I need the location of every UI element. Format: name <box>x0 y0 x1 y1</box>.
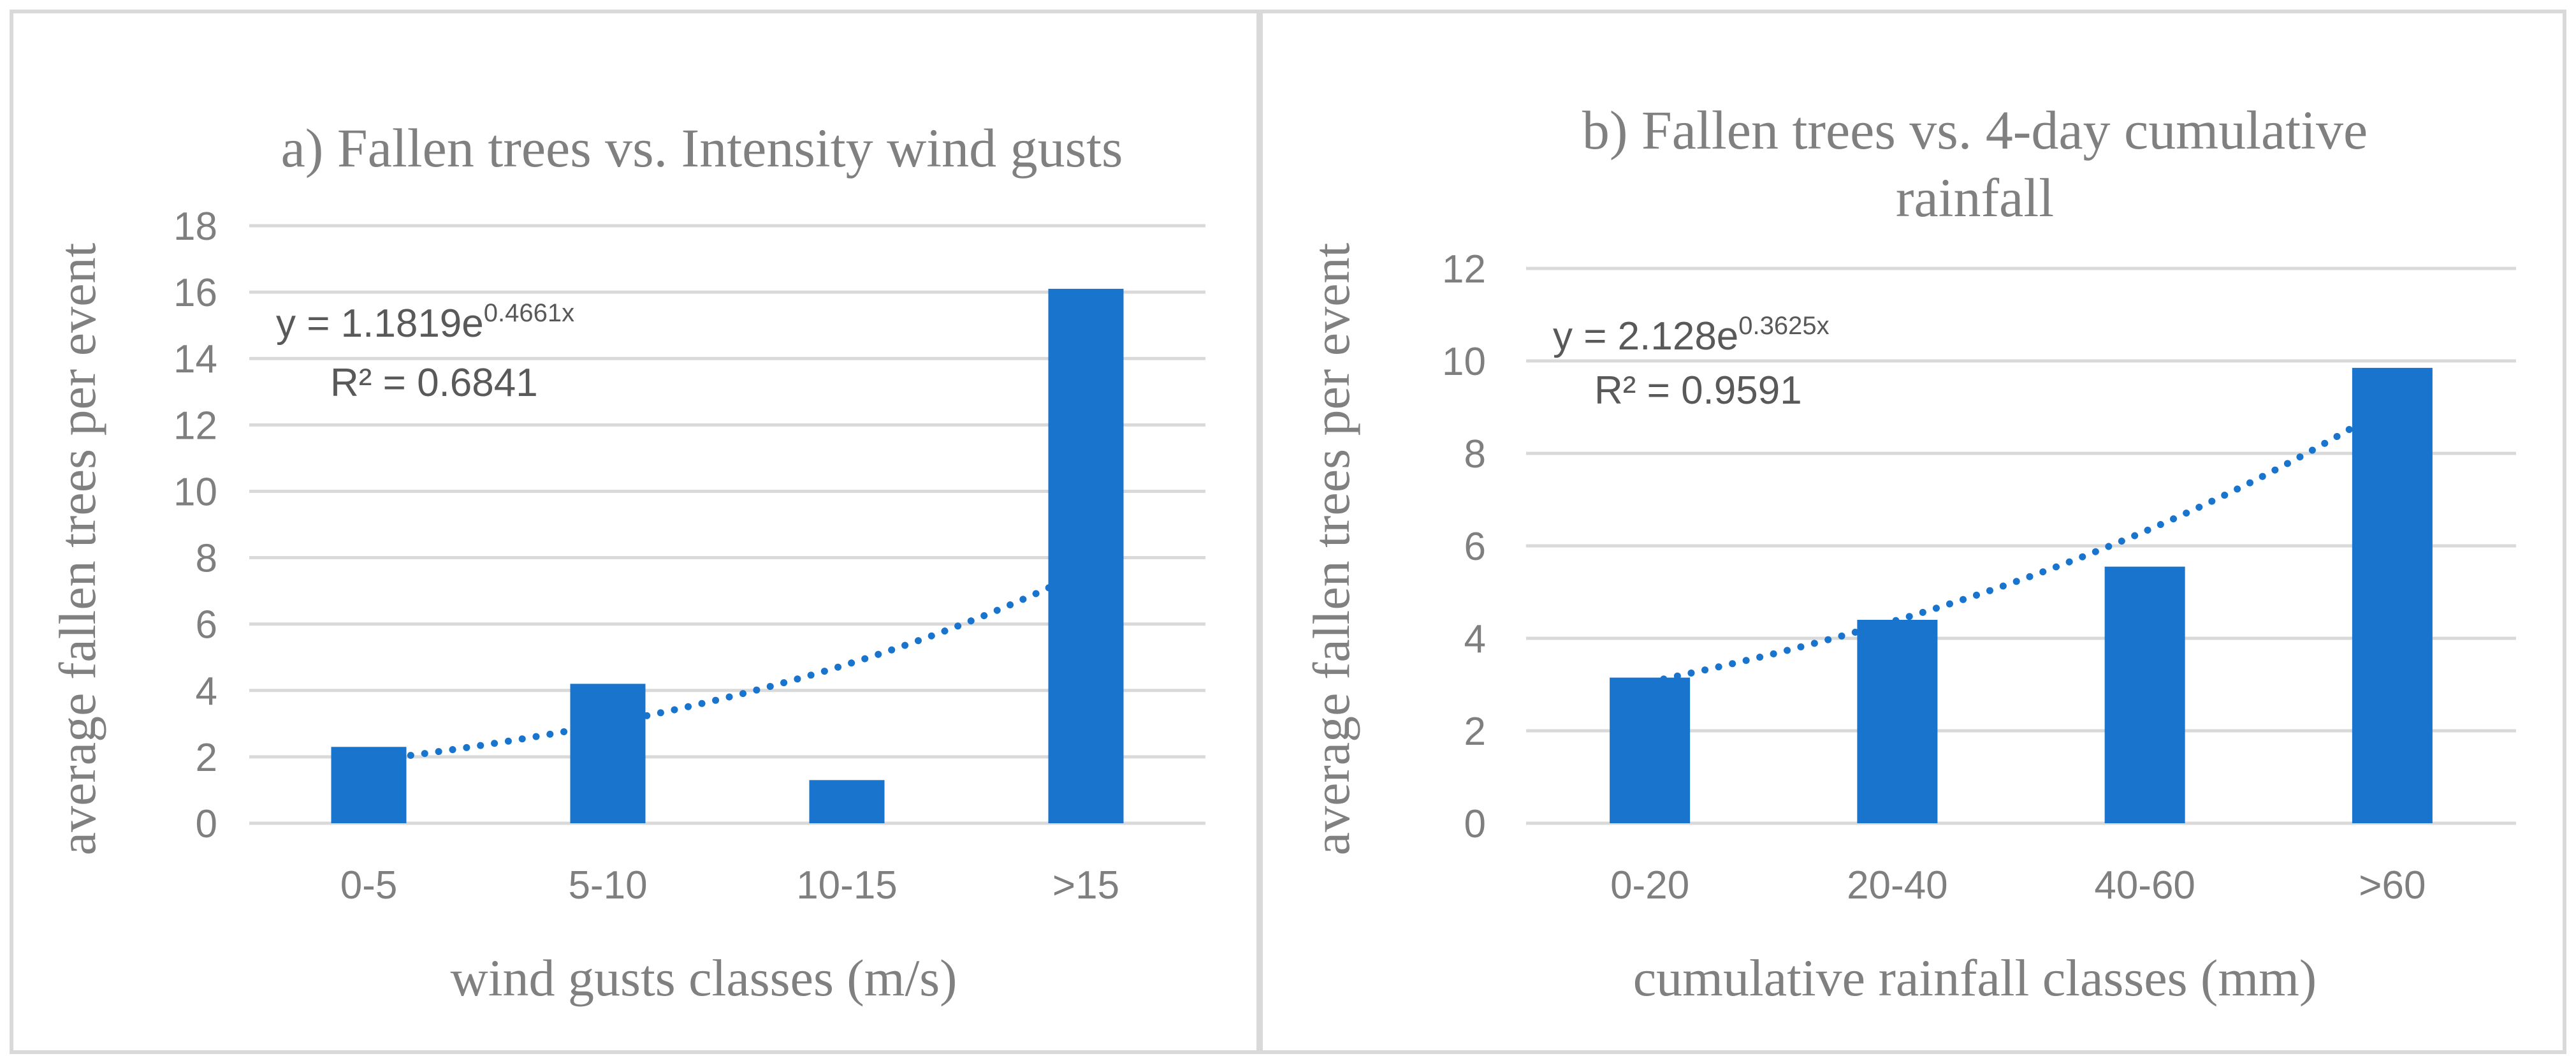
chart-b-svg: b) Fallen trees vs. 4-day cumulative rai… <box>1302 99 2516 1007</box>
y-tick-label: 12 <box>1442 247 1486 291</box>
y-tick-label: 16 <box>173 271 217 315</box>
chart-panel-a: a) Fallen trees vs. Intensity wind gusts… <box>10 10 1260 1054</box>
chart-a-x-axis-title: wind gusts classes (m/s) <box>451 949 957 1007</box>
chart-panel-b: b) Fallen trees vs. 4-day cumulative rai… <box>1259 10 2566 1054</box>
chart-b-title-line-2: rainfall <box>1896 167 2054 228</box>
chart-b-title-line-1: b) Fallen trees vs. 4-day cumulative <box>1582 99 2368 161</box>
bar-5-10 <box>570 684 646 823</box>
x-tick-label: >15 <box>1052 863 1119 907</box>
bar-0-20 <box>1610 677 1691 823</box>
y-tick-label: 6 <box>1464 525 1486 569</box>
chart-a-svg: a) Fallen trees vs. Intensity wind gusts… <box>48 117 1205 1007</box>
bar-20-40 <box>1857 620 1938 823</box>
y-tick-label: 6 <box>196 603 217 647</box>
y-tick-label: 10 <box>1442 340 1486 384</box>
y-tick-label: 0 <box>196 802 217 846</box>
bar-10-15 <box>809 780 885 823</box>
y-tick-label: 12 <box>173 404 217 448</box>
x-tick-label: 5-10 <box>568 863 647 907</box>
chart-b-trend-equation: y = 2.128e0.3625x <box>1553 312 1830 358</box>
chart-b-y-axis-title: average fallen trees per event <box>1302 242 1360 855</box>
y-tick-label: 8 <box>1464 432 1486 476</box>
y-tick-label: 2 <box>1464 710 1486 754</box>
x-tick-label: >60 <box>2359 863 2426 907</box>
bar->60 <box>2352 367 2433 823</box>
chart-a-title: a) Fallen trees vs. Intensity wind gusts <box>281 117 1123 179</box>
chart-b-x-axis-title: cumulative rainfall classes (mm) <box>1633 949 2317 1007</box>
chart-a-y-axis-title: average fallen trees per event <box>48 242 106 855</box>
y-tick-label: 0 <box>1464 802 1486 846</box>
y-tick-label: 18 <box>173 205 217 249</box>
bar-40-60 <box>2104 566 2185 823</box>
chart-a-r2: R² = 0.6841 <box>330 361 538 405</box>
x-tick-label: 0-20 <box>1610 863 1689 907</box>
chart-b-r2: R² = 0.9591 <box>1594 369 1802 413</box>
y-tick-label: 8 <box>196 537 217 581</box>
x-tick-label: 10-15 <box>796 863 898 907</box>
y-tick-label: 4 <box>1464 617 1486 661</box>
trendline <box>1646 400 2396 685</box>
x-tick-label: 20-40 <box>1847 863 1948 907</box>
x-tick-label: 40-60 <box>2094 863 2195 907</box>
x-tick-label: 0-5 <box>340 863 398 907</box>
y-tick-label: 10 <box>173 470 217 514</box>
bar->15 <box>1048 288 1124 824</box>
y-tick-label: 2 <box>196 736 217 780</box>
chart-a-trend-equation: y = 1.1819e0.4661x <box>276 299 574 346</box>
y-tick-label: 4 <box>196 670 217 714</box>
trendline <box>365 566 1089 765</box>
y-tick-label: 14 <box>173 337 217 381</box>
